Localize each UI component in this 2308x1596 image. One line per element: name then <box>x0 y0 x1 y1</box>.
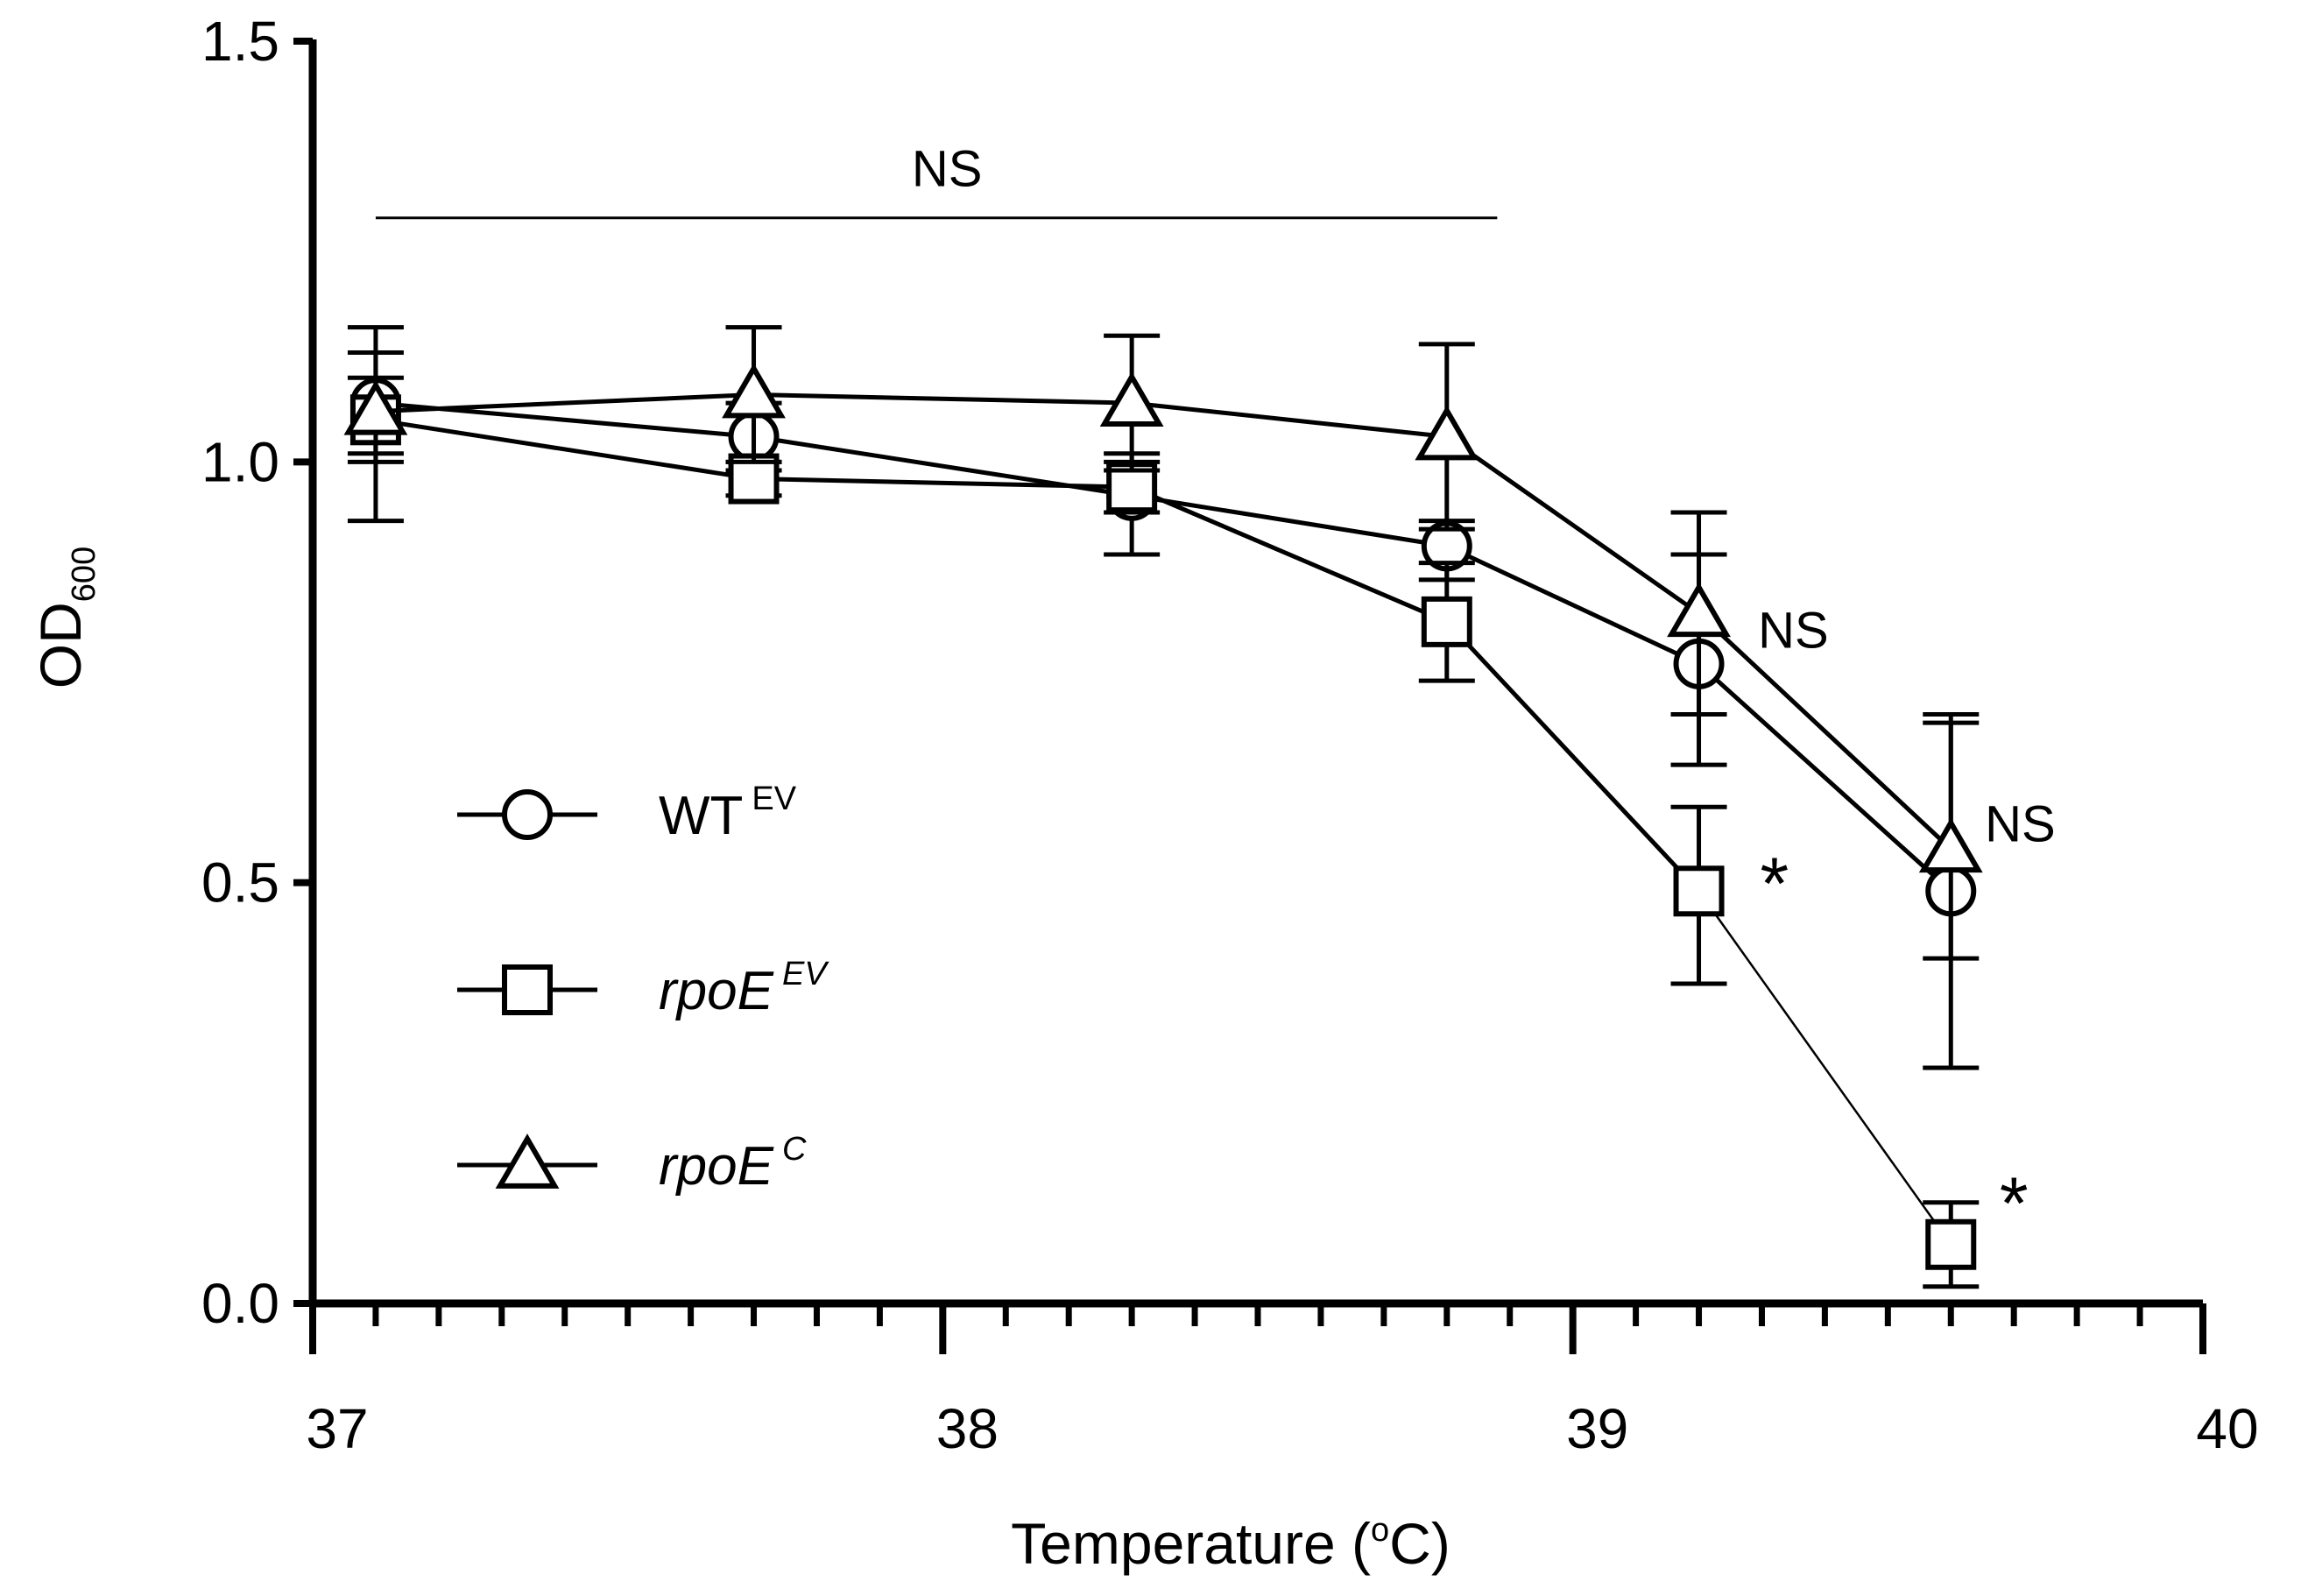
legend-label: rpoE C <box>659 1131 807 1197</box>
x-tick-label: 37 <box>306 1397 368 1460</box>
legend-item: rpoE C <box>457 1131 807 1197</box>
legend-label-name: rpoE <box>659 1136 774 1197</box>
square-marker <box>1673 865 1725 917</box>
legend-label: WT EV <box>659 780 797 846</box>
data-point <box>722 363 786 419</box>
legend-label-sup: C <box>782 1131 807 1168</box>
triangle-marker <box>1415 405 1479 461</box>
circle-marker <box>502 789 553 840</box>
series-line-segment <box>1697 662 1952 893</box>
data-point <box>1673 865 1725 917</box>
triangle-marker <box>343 379 408 435</box>
legend-marker <box>495 1133 560 1189</box>
series-line-segment <box>1445 544 1700 667</box>
legend-label-sup: EV <box>782 956 829 992</box>
series-line-segment <box>1131 484 1448 625</box>
series <box>343 325 1983 1289</box>
series-circle <box>347 350 1980 1070</box>
x-tick-label: 40 <box>2196 1397 2258 1460</box>
legend-label-name: rpoE <box>659 961 774 1021</box>
y-axis-title-text: OD <box>28 602 93 689</box>
series-line-segment <box>375 417 754 482</box>
legend-marker <box>502 964 553 1015</box>
x-tick-label: 38 <box>936 1397 999 1460</box>
y-tick-label: 1.5 <box>201 10 279 73</box>
y-tick-label: 0.5 <box>201 851 279 915</box>
series-line-segment <box>375 392 754 414</box>
data-point <box>1667 582 1731 638</box>
y-tick-label: 0.0 <box>201 1272 279 1335</box>
triangle-marker <box>1667 582 1731 638</box>
triangle-marker <box>1918 817 1983 873</box>
legend-label-sup: EV <box>752 780 796 817</box>
series-line-segment <box>753 477 1133 490</box>
legend-item: WT EV <box>457 780 797 846</box>
annotations: NS NS NS * * <box>375 141 2056 1245</box>
square-marker <box>1925 1218 1977 1270</box>
data-point <box>1421 596 1472 647</box>
triangle-marker <box>722 363 786 419</box>
significance-label: NS <box>912 141 983 198</box>
x-tick-label: 39 <box>1566 1397 1628 1460</box>
series-line-segment <box>1697 890 1952 1246</box>
square-marker <box>1421 596 1472 647</box>
data-point <box>1918 817 1983 873</box>
data-point <box>343 379 408 435</box>
significance-star: * <box>2000 1162 2029 1245</box>
triangle-marker <box>1099 371 1164 427</box>
y-axis-title-sub: 600 <box>66 547 102 602</box>
series-line-segment <box>1131 493 1448 548</box>
triangle-marker <box>495 1133 560 1189</box>
significance-label: NS <box>1985 795 2056 852</box>
legend-marker <box>502 789 553 840</box>
x-axis-title: Temperature (oC) <box>1011 1511 1450 1576</box>
x-axis-title-text: Temperature <box>1011 1511 1352 1576</box>
data-point <box>1415 405 1479 461</box>
y-axis-title: OD600 <box>28 547 102 689</box>
data-point <box>1099 371 1164 427</box>
series-square <box>347 375 1980 1289</box>
x-axis-unit-sup: o <box>1371 1512 1389 1549</box>
significance-label: NS <box>1758 602 1829 659</box>
legend-label-name: WT <box>659 786 743 846</box>
series-triangle <box>343 325 1983 961</box>
legend-item: rpoE EV <box>457 956 829 1021</box>
square-marker <box>502 964 553 1015</box>
series-line-segment <box>1697 611 1952 851</box>
series-line-segment <box>753 392 1133 406</box>
series-line-segment <box>1445 434 1700 616</box>
significance-star: * <box>1761 843 1789 925</box>
series-line-segment <box>1444 620 1701 893</box>
y-tick-label: 1.0 <box>201 430 279 493</box>
legend-label: rpoE EV <box>659 956 829 1021</box>
series-line-segment <box>1131 400 1448 439</box>
axes: 0.0 0.5 1.0 1.5 37 38 39 40 Temperature (oC) OD60… <box>28 10 2259 1576</box>
x-axis-unit: C) <box>1389 1511 1450 1576</box>
data-point <box>1925 1218 1977 1270</box>
x-axis-unit: ( <box>1352 1511 1371 1576</box>
